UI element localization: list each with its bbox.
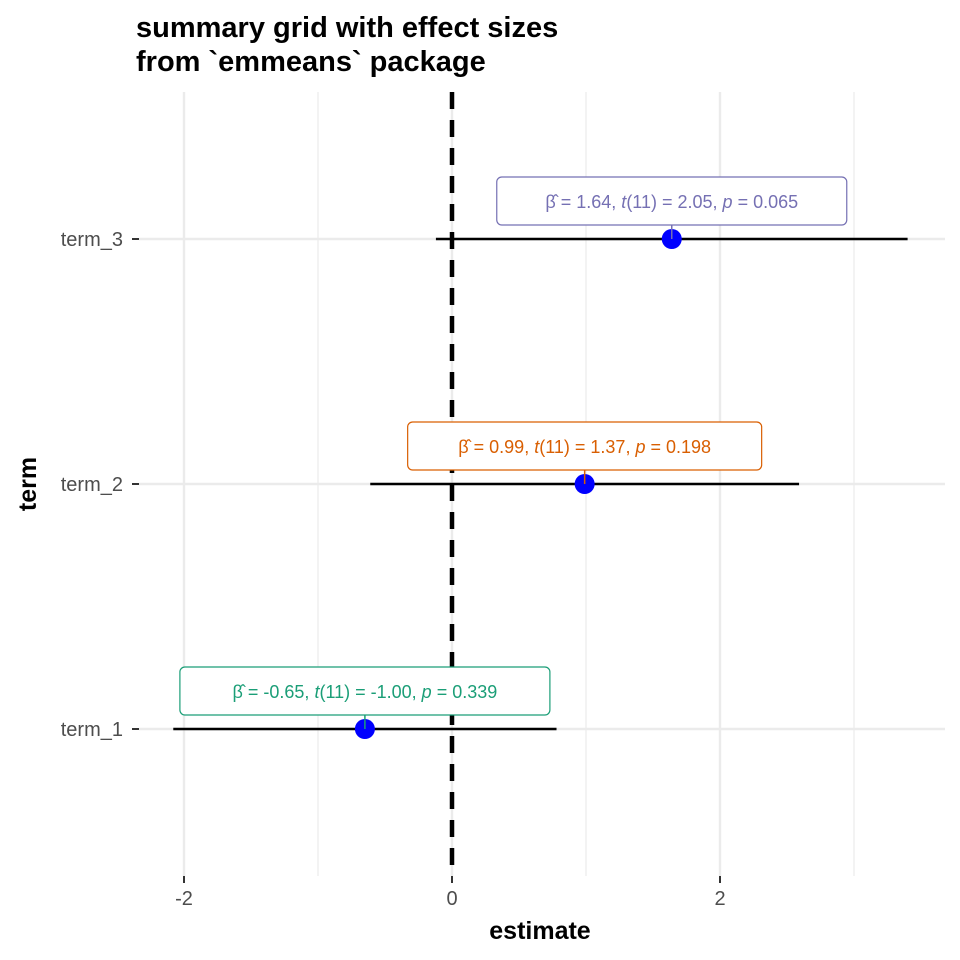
x-axis-title: estimate bbox=[489, 917, 591, 945]
effect-size-labels: β̂ = -0.65, t(11) = -1.00, p = 0.339 β̂ =… bbox=[179, 176, 848, 729]
label-box-term_2 bbox=[407, 421, 763, 471]
y-tick-label: term_2 bbox=[61, 474, 123, 496]
label-box-term_1 bbox=[179, 666, 551, 716]
axes: term_1 term_2 term_3 -2 0 2 bbox=[61, 229, 726, 910]
chart-title-line-1: summary grid with effect sizes bbox=[136, 12, 558, 44]
x-tick-label: 0 bbox=[446, 888, 457, 910]
y-axis-title: term bbox=[14, 457, 42, 511]
effect-size-label-term_3: β̂ = 1.64, t(11) = 2.05, p = 0.065 bbox=[545, 192, 798, 212]
x-tick-label: 2 bbox=[714, 888, 725, 910]
x-tick-label: -2 bbox=[175, 888, 193, 910]
chart-title-line-2: from `emmeans` package bbox=[136, 46, 486, 78]
effect-size-label-term_1: β̂ = -0.65, t(11) = -1.00, p = 0.339 bbox=[233, 682, 498, 702]
effect-size-label-term_2: β̂ = 0.99, t(11) = 1.37, p = 0.198 bbox=[458, 437, 711, 457]
y-tick-label: term_1 bbox=[61, 719, 123, 741]
label-box-term_3 bbox=[496, 176, 848, 226]
y-tick-label: term_3 bbox=[61, 229, 123, 251]
